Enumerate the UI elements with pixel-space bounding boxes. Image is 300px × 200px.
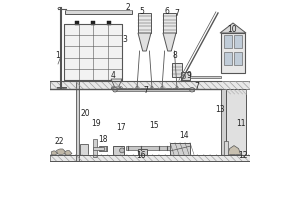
Bar <box>234 35 242 48</box>
Circle shape <box>120 148 124 153</box>
Bar <box>138 149 147 155</box>
Bar <box>106 146 107 151</box>
Bar <box>138 13 151 33</box>
Bar <box>50 81 250 89</box>
Bar <box>163 13 176 33</box>
Polygon shape <box>138 33 151 51</box>
Circle shape <box>113 87 117 92</box>
Bar <box>181 72 190 80</box>
Text: 15: 15 <box>149 120 159 130</box>
Polygon shape <box>228 146 241 155</box>
Circle shape <box>120 87 122 89</box>
Text: 14: 14 <box>179 132 188 140</box>
Bar <box>224 35 232 48</box>
Text: 18: 18 <box>98 134 108 144</box>
Bar <box>113 146 124 155</box>
Circle shape <box>136 86 138 89</box>
Bar <box>99 146 106 151</box>
Text: 11: 11 <box>236 119 246 129</box>
Bar <box>190 76 221 78</box>
Bar <box>234 52 242 65</box>
Text: 8: 8 <box>172 51 177 60</box>
Text: 5: 5 <box>139 6 144 16</box>
Circle shape <box>182 75 186 79</box>
Bar <box>64 24 122 80</box>
Polygon shape <box>51 151 58 155</box>
Text: 17: 17 <box>116 123 126 132</box>
Bar <box>113 88 194 91</box>
Text: 13: 13 <box>215 104 225 114</box>
Text: 19: 19 <box>91 118 100 128</box>
Bar <box>220 89 226 155</box>
Polygon shape <box>163 33 176 51</box>
Text: 1: 1 <box>55 51 60 60</box>
Polygon shape <box>220 23 246 33</box>
Bar <box>220 89 226 155</box>
Text: 7: 7 <box>195 82 200 90</box>
Bar <box>224 141 228 155</box>
Bar <box>170 143 190 155</box>
Bar <box>76 81 79 161</box>
Text: 22: 22 <box>54 138 64 146</box>
Text: 2: 2 <box>126 3 130 12</box>
Text: 7: 7 <box>175 8 179 18</box>
Text: 9: 9 <box>187 71 191 79</box>
Bar <box>100 146 101 151</box>
Bar <box>93 147 104 150</box>
Bar <box>226 89 246 155</box>
Text: 7: 7 <box>144 86 148 95</box>
Circle shape <box>176 86 178 89</box>
Circle shape <box>161 86 163 89</box>
Bar <box>93 139 97 157</box>
Bar <box>107 21 111 25</box>
Bar <box>50 155 250 161</box>
Text: 6: 6 <box>164 6 169 16</box>
Polygon shape <box>57 149 67 154</box>
Text: 16: 16 <box>136 150 146 160</box>
Text: 3: 3 <box>123 36 128 45</box>
Polygon shape <box>65 151 72 155</box>
Bar <box>75 21 79 25</box>
Circle shape <box>190 87 194 92</box>
Bar <box>221 33 245 73</box>
Polygon shape <box>111 79 122 87</box>
Bar <box>172 63 182 77</box>
Text: 20: 20 <box>80 108 90 117</box>
Text: 4: 4 <box>111 71 116 79</box>
Circle shape <box>151 86 153 89</box>
Bar <box>224 52 232 65</box>
Bar <box>64 24 122 80</box>
Bar <box>91 21 95 25</box>
Bar <box>65 10 132 14</box>
Circle shape <box>111 87 114 89</box>
Bar <box>126 146 170 150</box>
Text: 10: 10 <box>227 24 236 33</box>
Bar <box>80 144 88 155</box>
Text: 12: 12 <box>238 152 248 160</box>
